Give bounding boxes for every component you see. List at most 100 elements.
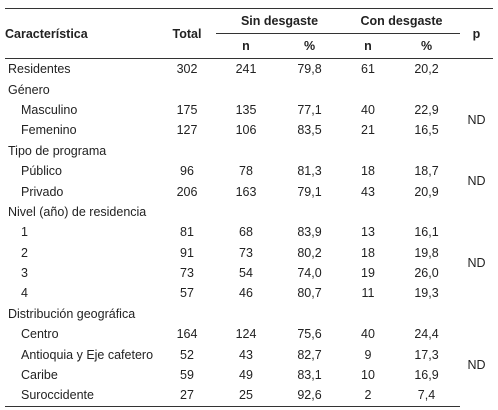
cell-total: 59 xyxy=(180,368,194,383)
cell-sin-pct: 83,5 xyxy=(297,123,322,138)
header-caracteristica: Característica xyxy=(5,26,88,41)
cell-sin-n: 78 xyxy=(239,164,253,179)
table-row: Público 96 78 81,3 18 18,7 ND xyxy=(5,161,493,188)
section-row: Tipo de programa xyxy=(5,141,493,161)
data-table: Característica Total Sin desgaste Con de… xyxy=(5,8,493,407)
cell-con-n: 19 xyxy=(361,266,375,281)
cell-sin-n: 241 xyxy=(235,62,257,77)
cell-con-n: 11 xyxy=(361,286,375,301)
cell-con-n: 18 xyxy=(361,164,375,179)
row-label: 1 xyxy=(21,225,28,240)
table-row: Caribe 59 49 83,1 10 16,9 xyxy=(5,365,493,385)
row-label: Caribe xyxy=(21,368,58,383)
cell-total: 96 xyxy=(180,164,194,179)
cell-con-pct: 24,4 xyxy=(414,327,439,342)
cell-total: 57 xyxy=(180,286,194,301)
cell-sin-pct: 83,9 xyxy=(297,225,322,240)
table-row: 3 73 54 74,0 19 26,0 xyxy=(5,263,493,283)
table-row: Privado 206 163 79,1 43 20,9 xyxy=(5,181,493,201)
cell-total: 302 xyxy=(176,62,198,77)
cell-con-n: 40 xyxy=(361,327,375,342)
table-row: 2 91 73 80,2 18 19,8 xyxy=(5,243,493,263)
cell-total: 27 xyxy=(158,385,216,407)
header-sin-pct: % xyxy=(303,39,316,53)
cell-sin-pct: 92,6 xyxy=(276,385,343,407)
cell-sin-n: 43 xyxy=(239,347,253,362)
cell-con-n: 43 xyxy=(361,184,375,199)
cell-p-genero: ND xyxy=(467,113,486,128)
cell-p-nivel: ND xyxy=(467,255,486,270)
cell-total: 127 xyxy=(176,123,198,138)
cell-total: 91 xyxy=(180,245,194,260)
row-label: Privado xyxy=(21,184,64,199)
cell-sin-n: 73 xyxy=(239,245,253,260)
row-label: Suroccidente xyxy=(5,385,158,407)
header-con-desgaste: Con desgaste xyxy=(343,8,460,34)
cell-con-pct: 20,2 xyxy=(414,62,439,77)
cell-sin-n: 49 xyxy=(239,368,253,383)
cell-con-pct: 16,5 xyxy=(414,123,439,138)
cell-con-n: 10 xyxy=(361,368,375,383)
row-label: 4 xyxy=(21,286,28,301)
table-row: Femenino 127 106 83,5 21 16,5 xyxy=(5,120,493,140)
section-label-nivel: Nivel (año) de residencia xyxy=(8,204,147,219)
cell-con-n: 13 xyxy=(361,225,375,240)
cell-total: 175 xyxy=(176,102,198,117)
cell-p-distribucion: ND xyxy=(467,358,486,373)
cell-sin-n: 135 xyxy=(235,102,257,117)
table-row: Masculino 175 135 77,1 40 22,9 ND xyxy=(5,100,493,127)
cell-sin-n: 54 xyxy=(239,266,253,281)
cell-sin-pct: 82,7 xyxy=(297,347,322,362)
cell-sin-n: 163 xyxy=(235,184,257,199)
cell-sin-n: 25 xyxy=(216,385,276,407)
cell-con-n: 40 xyxy=(361,102,375,117)
row-label: Masculino xyxy=(21,102,78,117)
section-label-distribucion: Distribución geográfica xyxy=(8,306,136,321)
cell-sin-pct: 77,1 xyxy=(297,102,322,117)
table-body: Residentes 302 241 79,8 61 20,2 Género M… xyxy=(5,59,493,407)
table-row: Suroccidente 27 25 92,6 2 7,4 xyxy=(5,385,493,407)
cell-sin-pct: 79,1 xyxy=(297,184,322,199)
cell-con-n: 18 xyxy=(361,245,375,260)
cell-total: 206 xyxy=(176,184,198,199)
table-header: Característica Total Sin desgaste Con de… xyxy=(5,8,493,59)
row-label: Residentes xyxy=(8,62,71,77)
cell-sin-pct: 75,6 xyxy=(297,327,322,342)
cell-con-n: 2 xyxy=(343,385,393,407)
cell-sin-pct: 80,7 xyxy=(297,286,322,301)
cell-sin-pct: 81,3 xyxy=(297,164,322,179)
cell-sin-pct: 83,1 xyxy=(297,368,322,383)
section-row: Distribución geográfica xyxy=(5,304,493,324)
section-label-genero: Género xyxy=(8,82,50,97)
cell-con-pct: 16,9 xyxy=(414,368,439,383)
cell-con-n: 61 xyxy=(361,62,375,77)
cell-con-pct: 20,9 xyxy=(414,184,439,199)
cell-con-pct: 17,3 xyxy=(414,347,439,362)
cell-p-programa: ND xyxy=(467,174,486,189)
row-label: Antioquia y Eje cafetero xyxy=(21,347,154,362)
cell-con-pct: 7,4 xyxy=(393,385,460,407)
cell-con-pct: 26,0 xyxy=(414,266,439,281)
cell-con-pct: 18,7 xyxy=(414,164,439,179)
header-p: p xyxy=(472,26,481,41)
table-row: 4 57 46 80,7 11 19,3 xyxy=(5,283,493,303)
cell-total: 73 xyxy=(180,266,194,281)
cell-total: 52 xyxy=(180,347,194,362)
cell-sin-pct: 79,8 xyxy=(297,62,322,77)
header-sin-n: n xyxy=(242,39,250,53)
row-label: 2 xyxy=(21,245,28,260)
table-row: Residentes 302 241 79,8 61 20,2 xyxy=(5,59,493,80)
cell-sin-n: 106 xyxy=(235,123,257,138)
table-row: 1 81 68 83,9 13 16,1 ND xyxy=(5,222,493,270)
header-con-n: n xyxy=(364,39,372,53)
section-row: Género xyxy=(5,79,493,99)
cell-total: 81 xyxy=(180,225,194,240)
table-row: Antioquia y Eje cafetero 52 43 82,7 9 17… xyxy=(5,344,493,364)
header-sin-desgaste: Sin desgaste xyxy=(216,8,343,34)
cell-con-pct: 16,1 xyxy=(414,225,439,240)
cell-con-pct: 22,9 xyxy=(414,102,439,117)
cell-con-pct: 19,3 xyxy=(414,286,439,301)
cell-con-pct: 19,8 xyxy=(414,245,439,260)
cell-total: 164 xyxy=(176,327,198,342)
